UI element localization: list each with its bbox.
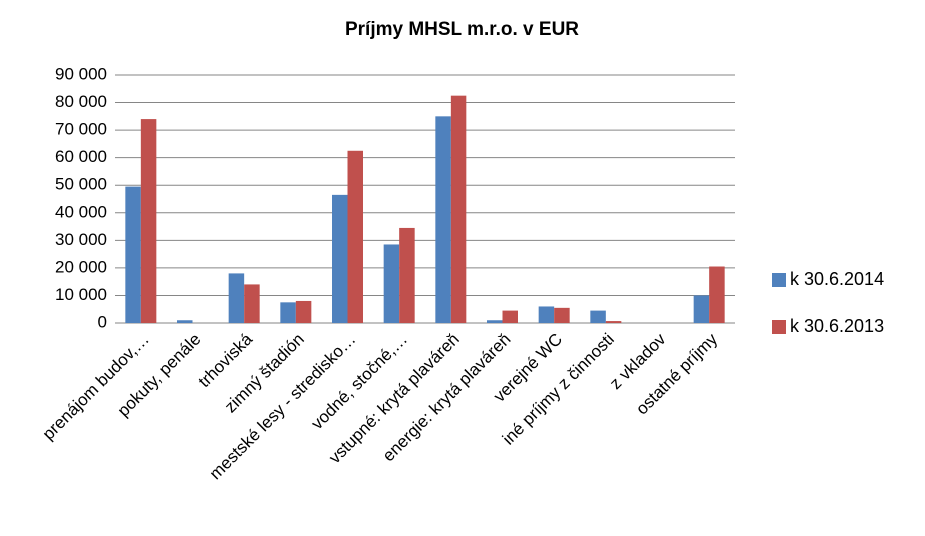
bar: [383, 244, 400, 323]
y-tick-label: 80 000: [55, 92, 107, 111]
bar: [487, 320, 503, 323]
bar: [347, 150, 363, 323]
y-tick-label: 10 000: [55, 285, 107, 304]
bar: [502, 310, 518, 323]
bar: [244, 284, 260, 323]
x-tick-label: vodné, stočné,…: [308, 330, 412, 434]
bar: [590, 310, 606, 323]
bar: [125, 186, 141, 323]
bar: [228, 273, 245, 323]
bar: [399, 227, 415, 323]
bar: [450, 95, 467, 324]
bar: [280, 302, 296, 323]
bar: [709, 266, 725, 323]
bar: [435, 116, 451, 323]
y-tick-label: 50 000: [55, 175, 107, 194]
y-tick-label: 60 000: [55, 147, 107, 166]
bar: [140, 119, 157, 323]
y-tick-label: 0: [98, 312, 107, 331]
bar: [332, 194, 348, 323]
bar: [295, 300, 312, 323]
y-tick-label: 20 000: [55, 257, 107, 276]
y-tick-label: 30 000: [55, 230, 107, 249]
bar: [693, 295, 710, 323]
y-tick-label: 90 000: [55, 64, 107, 83]
bar: [538, 306, 555, 323]
bar: [605, 321, 622, 323]
legend-swatch: [772, 273, 786, 287]
bar: [554, 307, 570, 323]
legend-label: k 30.6.2013: [790, 316, 884, 336]
legend-swatch: [772, 320, 786, 334]
legend-label: k 30.6.2014: [790, 269, 884, 289]
chart-title: Príjmy MHSL m.r.o. v EUR: [345, 19, 579, 40]
y-tick-label: 70 000: [55, 120, 107, 139]
y-tick-label: 40 000: [55, 202, 107, 221]
bar: [177, 320, 193, 323]
